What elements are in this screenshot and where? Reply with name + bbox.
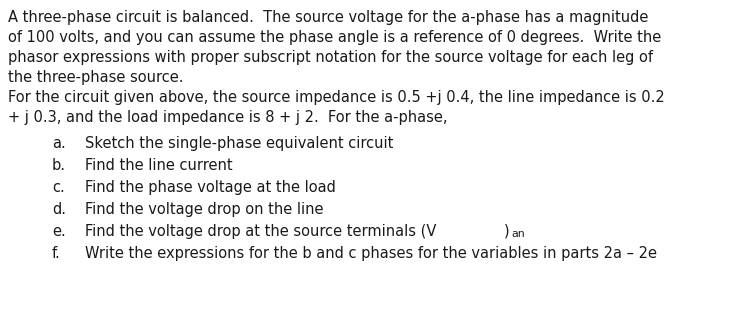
Text: + j 0.3, and the load impedance is 8 + j 2.  For the a-phase,: + j 0.3, and the load impedance is 8 + j… xyxy=(8,110,447,125)
Text: ): ) xyxy=(505,224,510,239)
Text: the three-phase source.: the three-phase source. xyxy=(8,70,184,85)
Text: an: an xyxy=(511,229,525,239)
Text: Sketch the single-phase equivalent circuit: Sketch the single-phase equivalent circu… xyxy=(85,136,393,151)
Text: Find the voltage drop on the line: Find the voltage drop on the line xyxy=(85,202,324,217)
Text: d.: d. xyxy=(52,202,66,217)
Text: c.: c. xyxy=(52,180,65,195)
Text: Write the expressions for the b and c phases for the variables in parts 2a – 2e: Write the expressions for the b and c ph… xyxy=(85,246,657,261)
Text: Find the voltage drop at the source terminals (V: Find the voltage drop at the source term… xyxy=(85,224,437,239)
Text: b.: b. xyxy=(52,158,66,173)
Text: phasor expressions with proper subscript notation for the source voltage for eac: phasor expressions with proper subscript… xyxy=(8,50,653,65)
Text: Find the phase voltage at the load: Find the phase voltage at the load xyxy=(85,180,336,195)
Text: e.: e. xyxy=(52,224,66,239)
Text: A three-phase circuit is balanced.  The source voltage for the a-phase has a mag: A three-phase circuit is balanced. The s… xyxy=(8,10,648,25)
Text: f.: f. xyxy=(52,246,61,261)
Text: of 100 volts, and you can assume the phase angle is a reference of 0 degrees.  W: of 100 volts, and you can assume the pha… xyxy=(8,30,661,45)
Text: For the circuit given above, the source impedance is 0.5 +j 0.4, the line impeda: For the circuit given above, the source … xyxy=(8,90,665,105)
Text: a.: a. xyxy=(52,136,66,151)
Text: Find the line current: Find the line current xyxy=(85,158,233,173)
